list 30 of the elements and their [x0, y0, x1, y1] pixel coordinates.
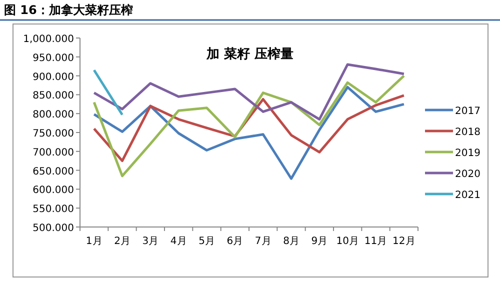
text: 加 菜籽 压榨量: [205, 46, 294, 62]
y-tick-label: 700.000: [32, 147, 74, 158]
y-tick-label: 500.000: [32, 223, 74, 234]
y-tick-label: 650.000: [32, 166, 74, 178]
legend-label: 2018: [455, 127, 480, 138]
x-tick-label: 5月: [198, 236, 215, 247]
y-tick-label: 1,000.000: [23, 34, 74, 45]
legend-label: 2021: [455, 190, 480, 201]
legend-label: 2019: [455, 148, 480, 159]
x-tick-label: 3月: [142, 236, 159, 247]
y-tick-label: 750.000: [32, 128, 74, 140]
y-tick-label: 850.000: [32, 90, 74, 102]
x-tick-label: 2月: [114, 236, 130, 247]
y-tick-label: 600.000: [32, 185, 74, 196]
x-tick-label: 10月: [336, 236, 359, 247]
legend-label: 2017: [455, 106, 480, 117]
x-tick-label: 12月: [392, 236, 416, 247]
chart-title: 图 16：加拿大菜籽压榨: [4, 3, 133, 17]
y-tick-label: 800.000: [32, 110, 74, 121]
x-tick-label: 4月: [170, 236, 187, 247]
legend-label: 2020: [455, 169, 480, 180]
x-tick-label: 7月: [254, 236, 272, 247]
x-tick-label: 9月: [311, 236, 328, 247]
x-tick-label: 8月: [283, 236, 300, 247]
y-tick-label: 900.000: [32, 72, 74, 83]
x-tick-label: 1月: [86, 236, 102, 247]
x-tick-label: 6月: [226, 236, 244, 247]
x-tick-label: 11月: [364, 236, 388, 247]
y-tick-label: 550.000: [32, 204, 74, 216]
y-tick-label: 950.000: [32, 52, 74, 64]
